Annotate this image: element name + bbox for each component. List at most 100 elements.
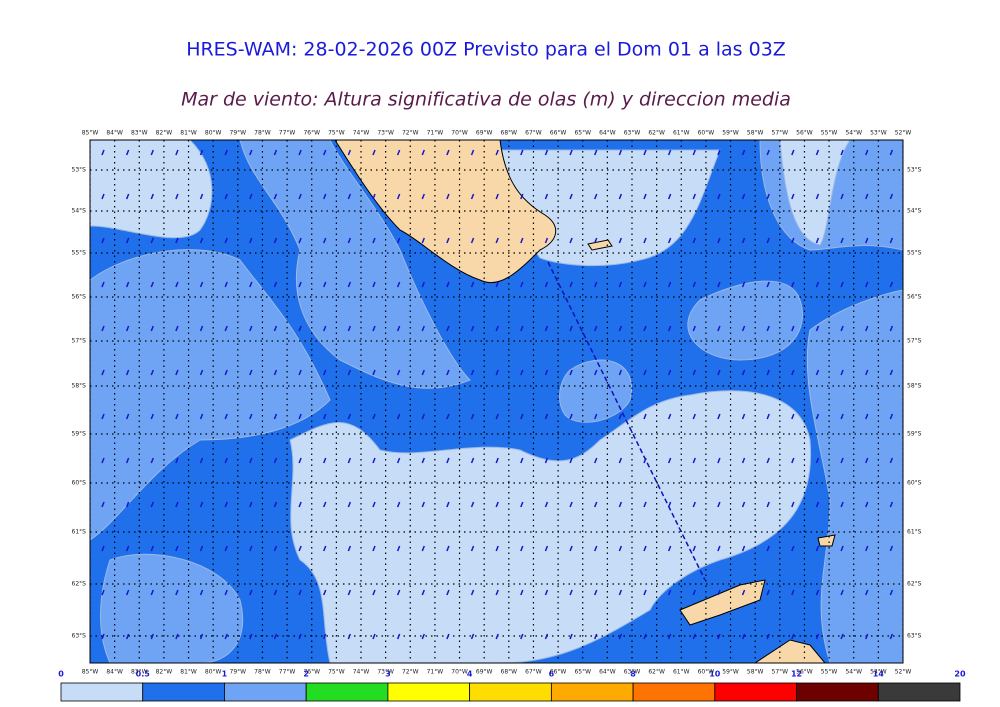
lon-label-top: 58°W xyxy=(747,130,764,137)
wave-arrow xyxy=(569,281,573,288)
wave-arrow xyxy=(889,193,894,200)
wave-arrow xyxy=(815,413,820,420)
wave-arrow xyxy=(667,325,672,332)
wave-arrow xyxy=(347,149,352,156)
wave-arrow xyxy=(421,457,425,464)
lat-label-right: 63°S xyxy=(907,633,922,640)
lat-label-left: 55°S xyxy=(72,250,87,257)
lon-label-top: 79°W xyxy=(230,130,247,137)
lon-label-top: 72°W xyxy=(402,130,419,137)
wave-arrow xyxy=(594,193,598,200)
wave-arrow xyxy=(396,413,401,420)
wave-arrow xyxy=(865,149,869,156)
wave-arrow xyxy=(347,413,352,420)
wave-arrow xyxy=(249,457,253,464)
wave-arrow xyxy=(717,501,721,508)
wave-arrow xyxy=(692,545,696,552)
wave-arrow xyxy=(446,193,450,200)
lon-label-bottom: 64°W xyxy=(599,669,616,676)
lon-label-top: 73°W xyxy=(377,130,394,137)
wave-arrow xyxy=(791,633,795,640)
wave-arrow xyxy=(470,413,475,420)
wave-arrow xyxy=(224,545,228,552)
lon-label-top: 75°W xyxy=(328,130,345,137)
wave-arrow xyxy=(495,501,499,508)
wave-arrow xyxy=(815,501,820,508)
wave-arrow xyxy=(544,457,549,464)
wave-arrow xyxy=(569,193,573,200)
wave-arrow xyxy=(815,237,820,244)
wave-arrow xyxy=(199,237,204,244)
lat-label-right: 58°S xyxy=(907,383,922,390)
lat-label-left: 58°S xyxy=(72,383,87,390)
wave-arrow xyxy=(372,325,376,332)
lon-label-top: 80°W xyxy=(205,130,222,137)
wave-arrow xyxy=(766,325,770,332)
wave-arrow xyxy=(175,589,179,596)
wave-arrow xyxy=(791,193,795,200)
wave-arrow xyxy=(175,501,179,508)
wave-arrow xyxy=(323,281,327,288)
wave-arrow xyxy=(298,413,302,420)
colorbar-label: 12 xyxy=(791,670,802,679)
wave-arrow xyxy=(249,413,253,420)
wave-arrow xyxy=(618,545,623,552)
wave-arrow xyxy=(643,325,647,332)
wave-arrow xyxy=(717,281,721,288)
wave-arrow xyxy=(249,237,253,244)
lat-label-left: 59°S xyxy=(72,431,87,438)
lat-label-right: 55°S xyxy=(907,250,922,257)
wave-arrow xyxy=(101,633,105,640)
wave-arrow xyxy=(446,633,450,640)
wave-arrow xyxy=(101,149,105,156)
wave-arrow xyxy=(470,237,475,244)
wave-arrow xyxy=(273,501,278,508)
wave-arrow xyxy=(125,149,130,156)
wave-arrow xyxy=(741,281,746,288)
wave-arrow xyxy=(470,457,475,464)
lon-label-bottom: 53°W xyxy=(870,669,887,676)
wave-arrow xyxy=(323,369,327,376)
wave-arrow xyxy=(150,501,154,508)
wave-arrow xyxy=(741,193,746,200)
wave-arrow xyxy=(717,325,721,332)
wave-arrow xyxy=(323,413,327,420)
wave-arrow xyxy=(396,149,401,156)
wave-arrow xyxy=(421,149,425,156)
wave-arrow xyxy=(446,457,450,464)
lat-label-left: 57°S xyxy=(72,338,87,345)
colorbar-segment xyxy=(142,682,225,702)
lon-label-top: 53°W xyxy=(870,130,887,137)
wave-arrow xyxy=(766,501,770,508)
wave-arrow xyxy=(224,413,228,420)
wave-arrow xyxy=(815,545,820,552)
lon-label-bottom: 69°W xyxy=(476,669,493,676)
wave-arrow xyxy=(544,237,549,244)
wave-arrow xyxy=(298,369,302,376)
land-island xyxy=(587,239,613,251)
wave-arrow xyxy=(618,369,623,376)
lon-label-bottom: 56°W xyxy=(796,669,813,676)
wave-arrow xyxy=(594,237,598,244)
lon-label-top: 81°W xyxy=(180,130,197,137)
wave-arrow xyxy=(520,589,524,596)
wave-arrow xyxy=(791,237,795,244)
wave-arrow xyxy=(421,589,425,596)
wave-arrow xyxy=(372,413,376,420)
colorbar-label: 4 xyxy=(467,670,473,679)
wave-arrow xyxy=(741,413,746,420)
lon-label-bottom: 81°W xyxy=(180,669,197,676)
wave-arrow xyxy=(865,237,869,244)
wave-arrow xyxy=(175,545,179,552)
wave-arrow xyxy=(125,589,130,596)
wave-arrow xyxy=(125,281,130,288)
wave-arrow xyxy=(470,149,475,156)
wave-arrow xyxy=(150,545,154,552)
wave-arrow xyxy=(175,149,179,156)
wave-arrow xyxy=(544,193,549,200)
wave-arrow xyxy=(125,457,130,464)
colorbar-label: 0.5 xyxy=(136,670,151,679)
wave-arrow xyxy=(520,325,524,332)
wave-arrow xyxy=(396,545,401,552)
wave-arrow xyxy=(249,501,253,508)
